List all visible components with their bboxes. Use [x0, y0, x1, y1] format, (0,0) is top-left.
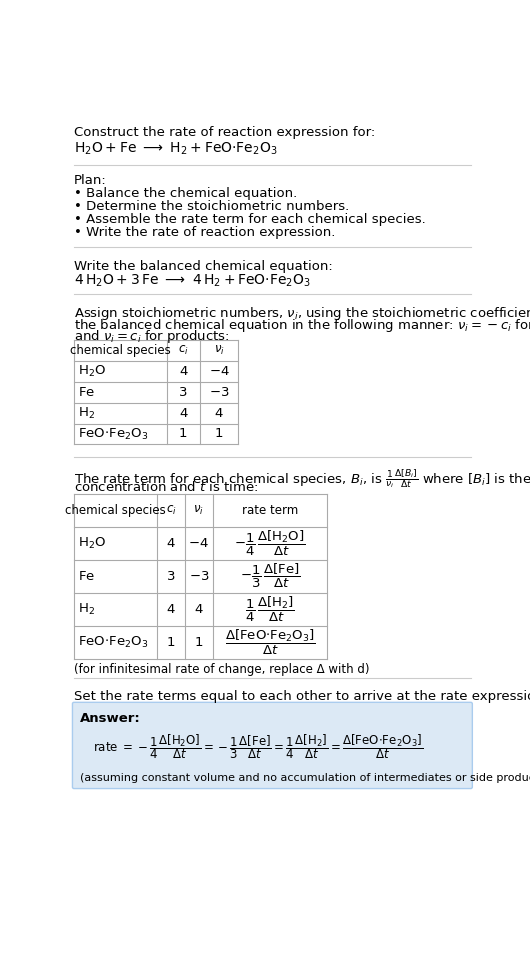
FancyBboxPatch shape	[73, 703, 472, 789]
Text: Answer:: Answer:	[80, 712, 141, 724]
Text: (assuming constant volume and no accumulation of intermediates or side products): (assuming constant volume and no accumul…	[80, 773, 530, 783]
Text: Plan:: Plan:	[74, 174, 107, 187]
Text: $-\dfrac{1}{4}\,\dfrac{\Delta[\mathrm{H_2O}]}{\Delta t}$: $-\dfrac{1}{4}\,\dfrac{\Delta[\mathrm{H_…	[234, 529, 306, 558]
Text: rate term: rate term	[242, 504, 298, 516]
Text: $-3$: $-3$	[189, 570, 209, 583]
Text: $1$: $1$	[194, 636, 204, 649]
Text: $-4$: $-4$	[208, 365, 229, 378]
Text: $\mathrm{H_2O}$: $\mathrm{H_2O}$	[78, 536, 106, 550]
Text: 3: 3	[166, 570, 175, 583]
Text: $4$: $4$	[194, 603, 204, 616]
Text: • Determine the stoichiometric numbers.: • Determine the stoichiometric numbers.	[74, 200, 349, 214]
Text: chemical species: chemical species	[70, 345, 171, 357]
Text: $\dfrac{\Delta[\mathrm{FeO{\cdot}Fe_2O_3}]}{\Delta t}$: $\dfrac{\Delta[\mathrm{FeO{\cdot}Fe_2O_3…	[225, 628, 315, 657]
Text: $\mathrm{H_2}$: $\mathrm{H_2}$	[78, 406, 95, 421]
Text: $\mathrm{Fe}$: $\mathrm{Fe}$	[78, 386, 95, 399]
Text: • Assemble the rate term for each chemical species.: • Assemble the rate term for each chemic…	[74, 214, 426, 226]
Text: $\mathrm{4\,H_2O + 3\,Fe\ \longrightarrow\ 4\,H_2 + FeO{\cdot}Fe_2O_3}$: $\mathrm{4\,H_2O + 3\,Fe\ \longrightarro…	[74, 272, 311, 289]
Text: $c_i$: $c_i$	[178, 345, 189, 357]
Text: $\nu_i$: $\nu_i$	[214, 345, 224, 357]
Text: $\mathrm{FeO{\cdot}Fe_2O_3}$: $\mathrm{FeO{\cdot}Fe_2O_3}$	[78, 635, 148, 650]
Text: • Balance the chemical equation.: • Balance the chemical equation.	[74, 187, 297, 200]
Text: 3: 3	[179, 386, 188, 399]
Text: Write the balanced chemical equation:: Write the balanced chemical equation:	[74, 260, 333, 272]
Text: 4: 4	[167, 537, 175, 549]
Text: $\nu_i$: $\nu_i$	[193, 504, 204, 516]
Text: 1: 1	[179, 427, 188, 440]
Text: $\mathrm{H_2}$: $\mathrm{H_2}$	[78, 602, 95, 617]
Text: 1: 1	[166, 636, 175, 649]
Text: rate $= -\dfrac{1}{4}\dfrac{\Delta[\mathrm{H_2O}]}{\Delta t}= -\dfrac{1}{3}\dfra: rate $= -\dfrac{1}{4}\dfrac{\Delta[\math…	[93, 732, 423, 760]
Text: 4: 4	[167, 603, 175, 616]
Text: $\dfrac{1}{4}\,\dfrac{\Delta[\mathrm{H_2}]}{\Delta t}$: $\dfrac{1}{4}\,\dfrac{\Delta[\mathrm{H_2…	[245, 595, 295, 624]
Text: $\mathrm{H_2O}$: $\mathrm{H_2O}$	[78, 364, 106, 379]
Text: Construct the rate of reaction expression for:: Construct the rate of reaction expressio…	[74, 126, 375, 140]
Text: Set the rate terms equal to each other to arrive at the rate expression:: Set the rate terms equal to each other t…	[74, 690, 530, 703]
Text: and $\nu_i = c_i$ for products:: and $\nu_i = c_i$ for products:	[74, 328, 229, 346]
Text: $\mathrm{Fe}$: $\mathrm{Fe}$	[78, 570, 95, 583]
Text: the balanced chemical equation in the following manner: $\nu_i = -c_i$ for react: the balanced chemical equation in the fo…	[74, 316, 530, 334]
Text: $\mathrm{H_2O + Fe\ \longrightarrow\ H_2 + FeO{\cdot}Fe_2O_3}$: $\mathrm{H_2O + Fe\ \longrightarrow\ H_2…	[74, 141, 278, 156]
Text: $-4$: $-4$	[188, 537, 209, 549]
Text: $-3$: $-3$	[209, 386, 229, 399]
Text: $\mathrm{FeO{\cdot}Fe_2O_3}$: $\mathrm{FeO{\cdot}Fe_2O_3}$	[78, 427, 148, 441]
Text: 4: 4	[179, 365, 188, 378]
Text: $4$: $4$	[214, 407, 224, 420]
Text: $c_i$: $c_i$	[165, 504, 176, 516]
Text: Assign stoichiometric numbers, $\nu_i$, using the stoichiometric coefficients, $: Assign stoichiometric numbers, $\nu_i$, …	[74, 305, 530, 322]
Text: concentration and $t$ is time:: concentration and $t$ is time:	[74, 480, 258, 494]
Text: (for infinitesimal rate of change, replace Δ with d): (for infinitesimal rate of change, repla…	[74, 663, 369, 676]
Text: 4: 4	[179, 407, 188, 420]
Text: The rate term for each chemical species, $B_i$, is $\frac{1}{\nu_i}\frac{\Delta[: The rate term for each chemical species,…	[74, 468, 530, 490]
Text: $1$: $1$	[214, 427, 224, 440]
Text: chemical species: chemical species	[65, 504, 166, 516]
Text: $-\dfrac{1}{3}\,\dfrac{\Delta[\mathrm{Fe}]}{\Delta t}$: $-\dfrac{1}{3}\,\dfrac{\Delta[\mathrm{Fe…	[240, 562, 301, 590]
Text: • Write the rate of reaction expression.: • Write the rate of reaction expression.	[74, 226, 335, 239]
